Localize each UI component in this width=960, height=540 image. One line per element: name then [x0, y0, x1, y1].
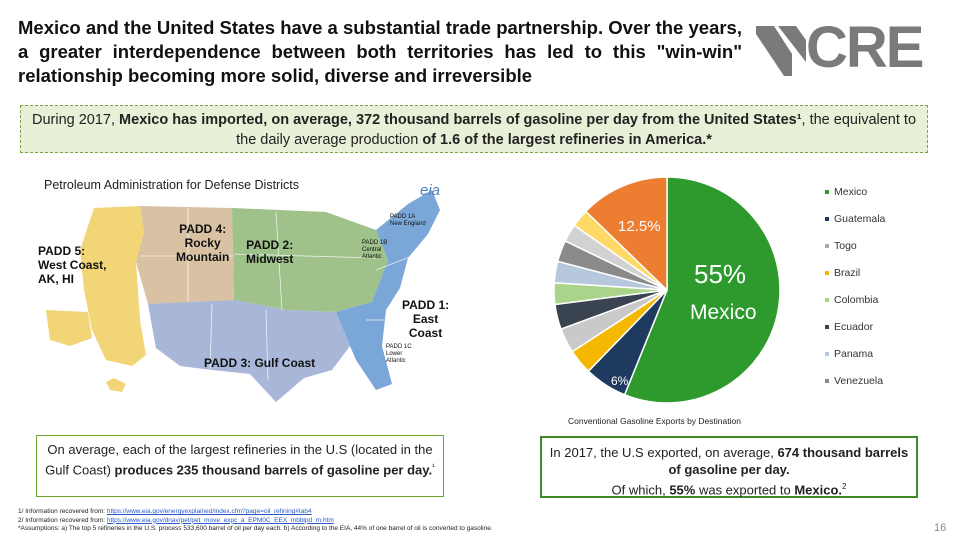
- banner-bold-2: of 1.6 of the largest refineries in Amer…: [422, 132, 712, 148]
- chart-caption: Conventional Gasoline Exports by Destina…: [568, 416, 741, 426]
- pie-chart-svg: [553, 176, 781, 404]
- navy-slice-label: 6%: [611, 374, 629, 388]
- eia-logo: eia: [420, 182, 441, 199]
- footnote-2-link[interactable]: https://www.eia.gov/dnav/pet/pet_move_ex…: [106, 516, 334, 524]
- exports-text-3: was exported to: [695, 482, 795, 498]
- padd1c-label: PADD 1C Lower Atlantic: [386, 344, 412, 364]
- padd1-label: PADD 1: East Coast: [402, 298, 450, 340]
- logo-chevron-icon: [756, 26, 806, 76]
- exports-info-box: In 2017, the U.S exported, on average, 6…: [540, 436, 918, 498]
- footnote-2: 2/ Information recovered from: https://w…: [18, 517, 718, 526]
- banner-bold-1: Mexico has imported, on average, 372 tho…: [119, 112, 802, 128]
- legend-label: Ecuador: [834, 321, 874, 333]
- legend-label: Venezuela: [834, 375, 884, 387]
- padd4-label: PADD 4: Rocky Mountain: [176, 222, 230, 264]
- banner-text-2: , the equivalent to the daily average pr…: [236, 112, 917, 148]
- padd1a-label: PADD 1A New England: [390, 214, 426, 227]
- exports-text-1: In 2017, the U.S exported, on average,: [549, 445, 778, 460]
- legend-item-colombia: Colombia: [825, 294, 945, 321]
- refinery-text: On average, each of the largest refineri…: [45, 442, 433, 478]
- exports-bold-1: 674 thousand barrels of gasoline per day…: [668, 445, 909, 477]
- legend-label: Colombia: [834, 294, 879, 306]
- refinery-info-box: On average, each of the largest refineri…: [36, 435, 444, 497]
- legend-swatch: [825, 379, 829, 383]
- orange-slice-label: 12.5%: [618, 218, 661, 235]
- padd-map-image: [46, 190, 440, 402]
- legend-swatch: [825, 325, 829, 329]
- logo-text: CRE: [806, 15, 924, 80]
- refinery-bold: produces 235 thousand barrels of gasolin…: [114, 462, 433, 478]
- mexico-pct-label: 55%: [694, 259, 747, 289]
- legend-item-mexico: Mexico: [825, 186, 945, 213]
- legend-label: Guatemala: [834, 213, 886, 225]
- legend-label: Panama: [834, 348, 874, 360]
- exports-text-2: Of which,: [611, 482, 670, 498]
- exports-bold-3: Mexico.: [794, 482, 843, 498]
- headline: Mexico and the United States have a subs…: [18, 17, 742, 86]
- mexico-name-label: Mexico: [690, 301, 757, 324]
- legend-item-brazil: Brazil: [825, 267, 945, 294]
- banner-text-1: During 2017,: [31, 112, 120, 128]
- legend-swatch: [825, 244, 829, 248]
- footnote-1-link[interactable]: https://www.eia.gov/energyexplained/inde…: [106, 508, 312, 515]
- pie-slice-mexico: [623, 176, 781, 404]
- footnote-1-prefix: 1/ Information recovered from:: [18, 508, 107, 515]
- legend-swatch: [825, 217, 829, 221]
- legend-item-guatemala: Guatemala: [825, 213, 945, 240]
- exports-pie-chart: 12.5% 55% Mexico 6%: [540, 175, 810, 405]
- legend-item-togo: Togo: [825, 240, 945, 267]
- cre-logo: CRE: [756, 16, 938, 80]
- padd5-label: PADD 5: West Coast, AK, HI: [38, 244, 107, 286]
- exports-sup: 2: [842, 482, 847, 491]
- padd-map: Petroleum Administration for Defense Dis…: [36, 170, 468, 410]
- padd3-label: PADD 3: Gulf Coast: [204, 356, 316, 370]
- legend-item-venezuela: Venezuela: [825, 375, 945, 402]
- map-title: Petroleum Administration for Defense Dis…: [44, 178, 299, 192]
- page-number: 16: [934, 522, 947, 534]
- summary-banner: During 2017, Mexico has imported, on ave…: [20, 105, 928, 153]
- footnote-3: *Assumptions: a) The top 5 refineries in…: [18, 525, 493, 532]
- footnotes: 1/ Information recovered from: https://w…: [18, 508, 718, 534]
- pie-legend: Mexico Guatemala Togo Brazil Colombia Ecuador…: [825, 186, 945, 402]
- refinery-sup: ¹: [432, 462, 435, 471]
- footnote-1: 1/ Information recovered from: https://w…: [18, 508, 718, 517]
- legend-swatch: [825, 298, 829, 302]
- footnote-2-prefix: 2/ Information recovered from:: [18, 516, 107, 524]
- legend-label: Togo: [834, 240, 857, 252]
- padd2-label: PADD 2: Midwest: [246, 238, 294, 266]
- legend-item-panama: Panama: [825, 348, 945, 375]
- legend-item-ecuador: Ecuador: [825, 321, 945, 348]
- padd1b-label: PADD 1B Central Atlantic: [362, 240, 388, 260]
- legend-swatch: [825, 190, 829, 194]
- exports-bold-2: 55%: [669, 482, 696, 498]
- legend-label: Mexico: [834, 186, 868, 198]
- legend-swatch: [825, 271, 829, 275]
- legend-label: Brazil: [834, 267, 861, 279]
- pie-slice-other-10: [584, 176, 668, 292]
- legend-swatch: [825, 352, 829, 356]
